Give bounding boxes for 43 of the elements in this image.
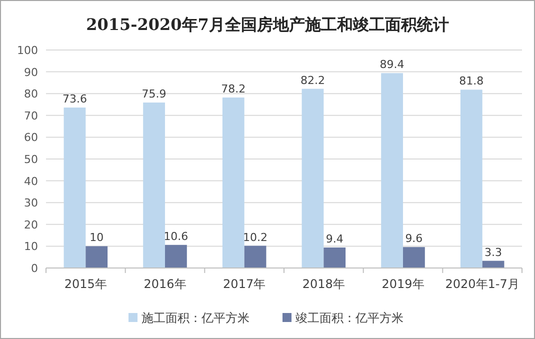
data-label: 81.8 xyxy=(459,74,484,88)
bar xyxy=(381,73,403,268)
x-tick-label: 2017年 xyxy=(223,277,266,291)
data-label: 3.3 xyxy=(484,246,502,259)
data-label: 78.2 xyxy=(221,82,246,96)
y-tick-label: 100 xyxy=(17,44,38,57)
y-tick-label: 0 xyxy=(31,262,38,275)
data-label: 10.6 xyxy=(164,230,188,243)
x-tick-label: 2020年1-7月 xyxy=(445,277,520,291)
bar xyxy=(143,102,165,268)
y-tick-label: 40 xyxy=(24,174,38,188)
bar xyxy=(222,98,244,268)
y-tick-label: 20 xyxy=(24,218,38,232)
y-tick-label: 70 xyxy=(24,109,38,122)
bar xyxy=(165,244,187,268)
bar xyxy=(460,90,482,268)
data-label: 82.2 xyxy=(300,74,325,87)
x-tick-label: 2016年 xyxy=(144,277,186,291)
bar xyxy=(324,248,346,268)
data-label: 9.6 xyxy=(405,232,423,246)
y-tick-label: 80 xyxy=(24,88,38,101)
bar xyxy=(302,88,324,268)
y-tick-label: 10 xyxy=(24,240,38,254)
bar xyxy=(403,247,425,268)
bar xyxy=(86,246,108,268)
x-tick-label: 2019年 xyxy=(382,277,424,291)
data-label: 9.4 xyxy=(326,232,344,246)
data-label: 10 xyxy=(90,231,104,244)
legend-label: 施工面积：亿平方米 xyxy=(142,311,250,325)
x-tick-label: 2015年 xyxy=(64,277,107,291)
bar xyxy=(244,246,266,268)
x-tick-label: 2018年 xyxy=(302,277,345,291)
data-label: 73.6 xyxy=(62,92,87,106)
y-tick-label: 60 xyxy=(24,131,38,144)
y-tick-label: 90 xyxy=(24,66,38,79)
bar xyxy=(64,108,86,268)
data-label: 75.9 xyxy=(142,88,166,101)
legend-label: 竣工面积：亿平方米 xyxy=(296,311,404,325)
data-label: 10.2 xyxy=(243,230,268,244)
data-label: 89.4 xyxy=(380,58,404,72)
y-tick-label: 50 xyxy=(24,153,38,166)
y-tick-label: 30 xyxy=(24,196,38,210)
chart-title: 2015-2020年7月全国房地产施工和竣工面积统计 xyxy=(86,15,449,34)
